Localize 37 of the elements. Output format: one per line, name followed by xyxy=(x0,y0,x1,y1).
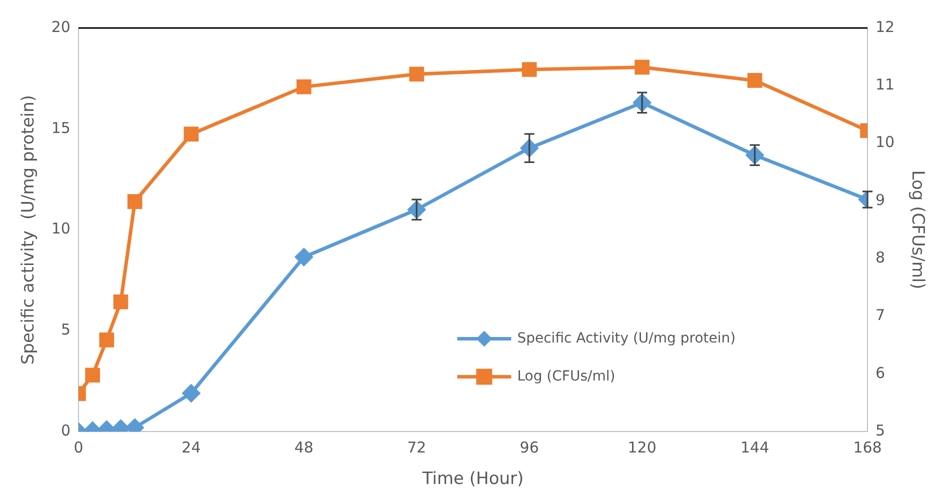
y2-axis-title: Log (CFUs/ml) xyxy=(907,170,928,290)
legend-label: Log (CFUs/ml) xyxy=(517,368,616,384)
point xyxy=(127,194,142,209)
x-tick-label: 144 xyxy=(740,438,770,456)
point xyxy=(296,79,312,94)
y-tick-label: 0 xyxy=(60,421,70,440)
point xyxy=(113,294,128,310)
legend-label: Specific Activity (U/mg protein) xyxy=(517,330,736,346)
x-tick-label: 168 xyxy=(853,438,882,456)
y2-tick-label: 6 xyxy=(876,364,886,382)
y-tick-label: 20 xyxy=(51,18,70,36)
x-tick-label: 120 xyxy=(628,438,656,456)
point xyxy=(85,368,100,383)
x-tick-label: 72 xyxy=(407,438,426,456)
x-axis-title: Time (Hour) xyxy=(421,469,524,490)
x-tick-label: 96 xyxy=(520,438,539,456)
point xyxy=(184,126,199,142)
point xyxy=(634,60,650,75)
y-tick-label: 15 xyxy=(51,118,70,137)
point xyxy=(747,73,762,88)
point xyxy=(295,248,313,266)
y2-tick-label: 9 xyxy=(876,190,886,209)
y2-tick-label: 8 xyxy=(876,248,886,267)
point xyxy=(99,332,114,348)
y2-tick-label: 5 xyxy=(876,421,886,440)
y2-tick-label: 7 xyxy=(876,306,886,324)
point xyxy=(522,62,537,77)
y2-tick-label: 12 xyxy=(876,18,895,36)
x-tick-label: 24 xyxy=(182,438,201,456)
x-tick-label: 0 xyxy=(74,438,84,456)
y-tick-label: 10 xyxy=(51,220,70,238)
y2-tick-label: 10 xyxy=(876,133,895,152)
y2-tick-label: 11 xyxy=(876,76,895,94)
point xyxy=(409,66,424,82)
y-axis-title: Specific activity (U/mg protein) xyxy=(18,94,39,365)
y-tick-label: 5 xyxy=(60,320,70,339)
x-tick-label: 48 xyxy=(294,438,314,456)
